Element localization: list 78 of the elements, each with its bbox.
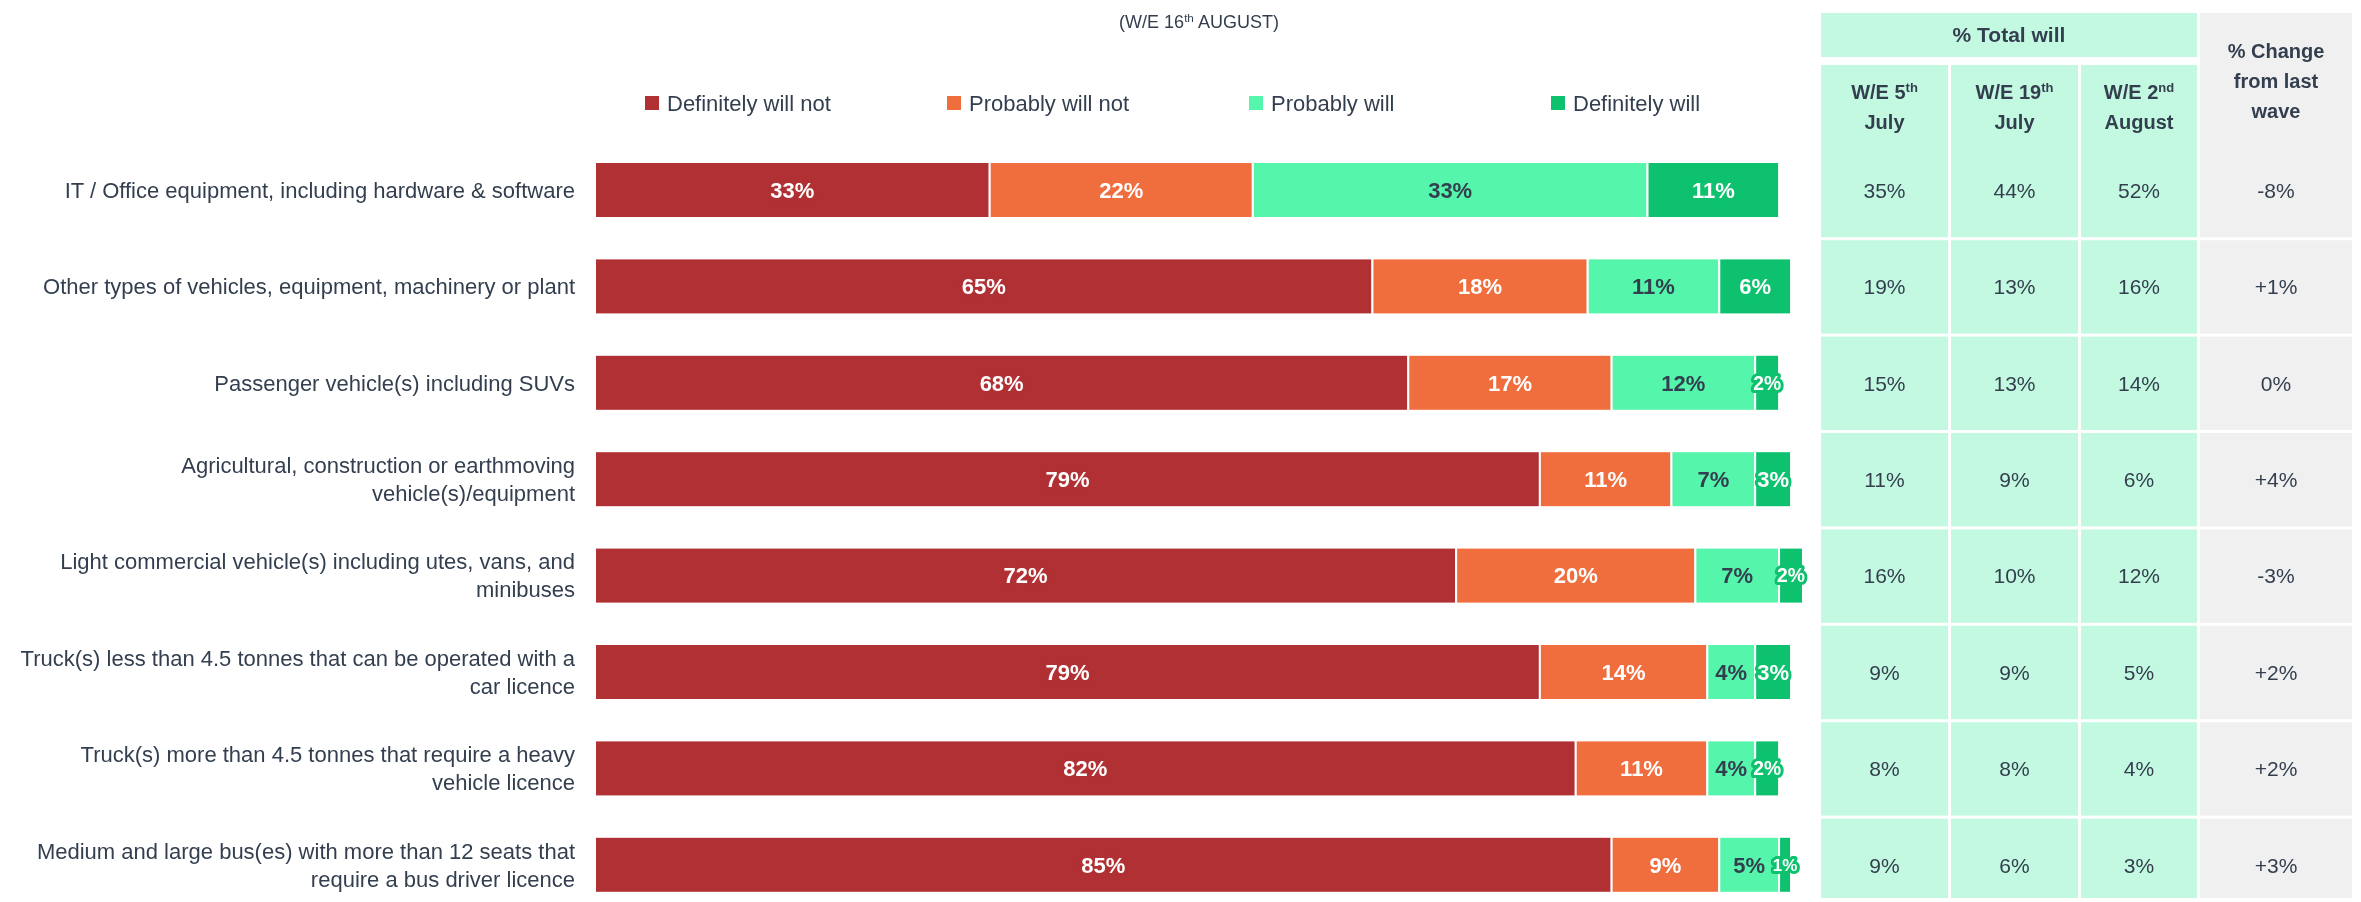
data-label: 4% bbox=[1715, 659, 1748, 685]
text: 10% bbox=[1993, 564, 2036, 588]
text: 35% bbox=[1863, 178, 1906, 202]
text: -8% bbox=[2257, 178, 2295, 202]
data-label: 68% bbox=[979, 370, 1024, 396]
text: 11% bbox=[1864, 468, 1905, 492]
data-label: 7% bbox=[1721, 563, 1754, 589]
text: 8% bbox=[1999, 757, 2030, 781]
text: % Total will bbox=[1952, 23, 2066, 47]
y-tick-label: Agricultural, construction or earthmoving vehicle(s)/equipment bbox=[181, 452, 575, 506]
text: 44% bbox=[1993, 178, 2036, 202]
data-label: 3% bbox=[1757, 466, 1789, 492]
y-tick-label: Passenger vehicle(s) including SUVs bbox=[214, 370, 575, 396]
data-label: 7% bbox=[1697, 466, 1730, 492]
data-label: 14% bbox=[1601, 659, 1646, 685]
text: 13% bbox=[1993, 371, 2036, 395]
data-label: 22% bbox=[1099, 177, 1144, 203]
data-label: 79% bbox=[1045, 659, 1090, 685]
text: 15% bbox=[1863, 371, 1906, 395]
text: 9% bbox=[1869, 660, 1900, 684]
text: 6% bbox=[1999, 853, 2030, 877]
text: 13% bbox=[1993, 275, 2036, 299]
data-label: 11% bbox=[1632, 274, 1675, 300]
y-tick-label: Truck(s) less than 4.5 tonnes that can be operated with a car licence bbox=[20, 645, 576, 699]
text: +1% bbox=[2254, 275, 2298, 299]
category-label: W/E 19$^{th}$ July bbox=[1975, 79, 2054, 133]
data-label: 20% bbox=[1553, 563, 1598, 589]
data-label: 33% bbox=[1428, 177, 1473, 203]
text: 9% bbox=[1999, 660, 2030, 684]
data-label: 17% bbox=[1487, 370, 1532, 396]
text: 12% bbox=[2117, 564, 2161, 588]
text: 9% bbox=[1999, 468, 2030, 492]
text: 14% bbox=[2117, 371, 2161, 395]
data-label: 18% bbox=[1458, 274, 1503, 300]
legend-label: Probably will not bbox=[969, 90, 1130, 116]
category-label: % Change from last wave bbox=[2227, 39, 2325, 122]
data-label: 3% bbox=[1757, 659, 1789, 685]
text: 6% bbox=[2123, 468, 2155, 492]
chart-title: (W/E 16$^{th}$ AUGUST) bbox=[1119, 10, 1279, 33]
data-label: 65% bbox=[961, 274, 1006, 300]
data-label: 12% bbox=[1661, 370, 1706, 396]
text: 19% bbox=[1863, 275, 1906, 299]
data-label: 5% bbox=[1733, 852, 1766, 878]
data-label: 85% bbox=[1081, 852, 1126, 878]
data-label: 11% bbox=[1691, 177, 1735, 203]
text: +2% bbox=[2254, 660, 2298, 684]
data-label: 9% bbox=[1649, 852, 1682, 878]
y-tick-label: IT / Office equipment, including hardware & software bbox=[64, 177, 575, 203]
legend-label: Probably will bbox=[1271, 90, 1395, 116]
text: 8% bbox=[1869, 757, 1900, 781]
data-label: 79% bbox=[1045, 466, 1090, 492]
data-label: 4% bbox=[1715, 756, 1748, 782]
text: +2% bbox=[2254, 757, 2298, 781]
text: 5% bbox=[2123, 660, 2155, 684]
text: -3% bbox=[2257, 564, 2295, 588]
data-label: 11% bbox=[1620, 756, 1663, 782]
data-label: 72% bbox=[1003, 563, 1048, 589]
data-label: 6% bbox=[1739, 274, 1772, 300]
text: 4% bbox=[2123, 757, 2155, 781]
data-label: 82% bbox=[1063, 756, 1108, 782]
text: 3% bbox=[2123, 853, 2155, 877]
category-label: W/E 2$^{nd}$ August bbox=[2103, 79, 2175, 133]
text: 16% bbox=[2117, 275, 2161, 299]
category-label: W/E 5$^{th}$ July bbox=[1851, 79, 1918, 133]
y-tick-label: Other types of vehicles, equipment, machinery or plant bbox=[43, 274, 575, 300]
data-label: 33% bbox=[770, 177, 815, 203]
y-tick-label: Medium and large bus(es) with more than 12 seats that require a bus driver licence bbox=[36, 838, 575, 892]
text: +4% bbox=[2254, 468, 2298, 492]
text: 16% bbox=[1863, 564, 1906, 588]
text: 52% bbox=[2117, 178, 2161, 202]
data-label: 11% bbox=[1584, 466, 1628, 492]
legend-label: Definitely will not bbox=[667, 90, 831, 116]
text: 0% bbox=[2260, 371, 2292, 395]
text: +3% bbox=[2254, 853, 2298, 877]
y-tick-label: Light commercial vehicle(s) including utes, vans, and minibuses bbox=[60, 549, 575, 603]
legend-label: Definitely will bbox=[1573, 90, 1701, 116]
y-tick-label: Truck(s) more than 4.5 tonnes that require a heavy vehicle licence bbox=[80, 742, 575, 796]
text: 9% bbox=[1869, 853, 1900, 877]
